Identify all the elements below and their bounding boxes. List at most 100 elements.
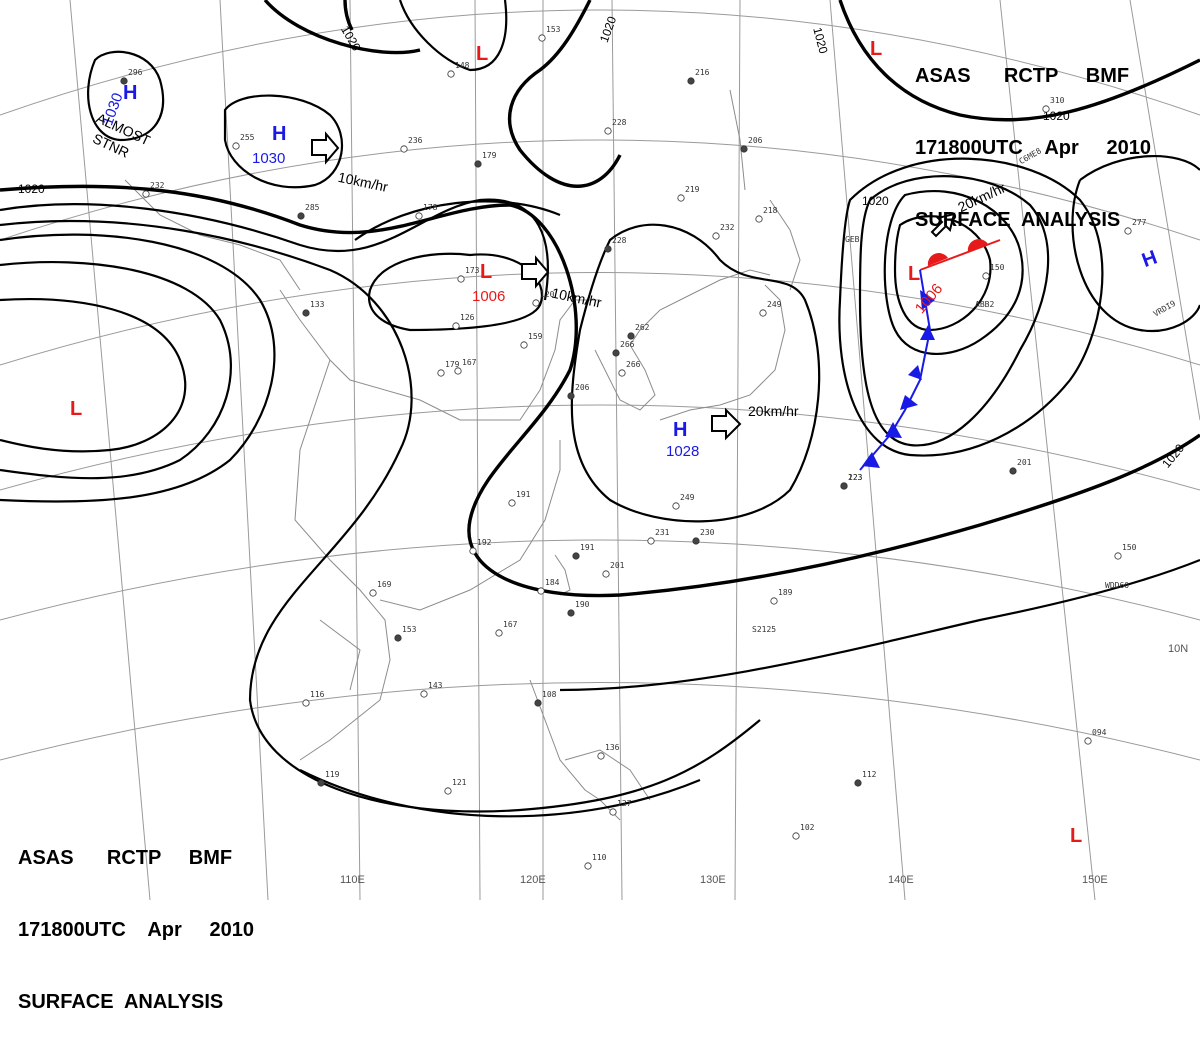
station-circle xyxy=(672,502,680,510)
station-pressure: 232 xyxy=(150,181,165,190)
station-circle xyxy=(1124,227,1132,235)
low-center-symbol: L xyxy=(908,263,920,285)
station-circle xyxy=(647,537,655,545)
latitude-label: 10N xyxy=(1168,643,1188,655)
station-plot: 206 xyxy=(740,136,763,153)
movement-label: 10km/hr xyxy=(550,285,603,311)
station-circle xyxy=(474,160,482,168)
station-circle xyxy=(444,787,452,795)
station-pressure: 127 xyxy=(617,799,632,808)
station-circle xyxy=(759,309,767,317)
station-pressure: 249 xyxy=(680,493,695,502)
station-plot: 153 xyxy=(394,625,417,642)
station-plot: 094 xyxy=(1084,728,1107,745)
station-plot: 178 xyxy=(415,203,438,220)
station-plot: 190 xyxy=(567,600,590,617)
station-circle xyxy=(712,232,720,240)
station-pressure: 116 xyxy=(310,690,325,699)
station-plot: 143 xyxy=(420,681,443,698)
station-pressure: 219 xyxy=(685,185,700,194)
station-pressure: 201 xyxy=(1017,458,1032,467)
station-plot: 218 xyxy=(755,206,778,223)
station-circle xyxy=(437,369,445,377)
station-plot: 201 xyxy=(602,561,625,578)
movement-arrows xyxy=(311,131,956,441)
station-plot: 121 xyxy=(444,778,467,795)
station-pressure: 159 xyxy=(528,332,543,341)
station-circle xyxy=(400,145,408,153)
longitude-label: 120E xyxy=(520,874,546,886)
station-plot: 189 xyxy=(770,588,793,605)
axis-labels: 110E 120E 130E 140E 150E 10N xyxy=(340,643,1188,886)
station-pressure: 119 xyxy=(325,770,340,779)
station-circle xyxy=(572,552,580,560)
station-circle xyxy=(520,341,528,349)
station-pressure: 108 xyxy=(542,690,557,699)
station-pressure: 169 xyxy=(377,580,392,589)
station-circle xyxy=(604,127,612,135)
station-plot: 266 xyxy=(618,360,641,377)
station-pressure: 094 xyxy=(1092,728,1107,737)
station-circle xyxy=(1009,467,1017,475)
station-plot: 133 xyxy=(302,300,325,317)
low-center-symbol: L xyxy=(70,398,82,420)
station-pressure: 231 xyxy=(655,528,670,537)
station-pressure: 310 xyxy=(1050,96,1065,105)
station-pressure: 266 xyxy=(620,340,635,349)
station-pressure: 167 xyxy=(503,620,518,629)
station-pressure: 148 xyxy=(455,61,470,70)
station-circle xyxy=(447,70,455,78)
movement-label: 20km/hr xyxy=(748,403,799,419)
station-circle xyxy=(755,215,763,223)
high-center-symbol: H xyxy=(673,419,687,441)
header-line1: ASAS RCTP BMF xyxy=(915,65,1130,87)
station-plot: 255 xyxy=(232,133,255,150)
warm-front-bump xyxy=(967,239,988,252)
station-plot: 167 xyxy=(454,358,477,375)
movement-arrow xyxy=(521,255,550,289)
station-pressure: 150 xyxy=(990,263,1005,272)
station-pressure: 266 xyxy=(626,360,641,369)
station-pressure: 153 xyxy=(402,625,417,634)
station-plot: 191 xyxy=(572,543,595,560)
station-pressure: 206 xyxy=(748,136,763,145)
station-pressure: 190 xyxy=(575,600,590,609)
station-pressure: 285 xyxy=(305,203,320,212)
station-pressure: 191 xyxy=(516,490,531,499)
station-circle xyxy=(454,367,462,375)
header-line1: ASAS RCTP BMF xyxy=(18,847,233,869)
movement-label: 10km/hr xyxy=(337,169,390,195)
cold-front-tri xyxy=(885,422,902,438)
station-plot: 112 xyxy=(854,770,877,787)
station-pressure: 232 xyxy=(720,223,735,232)
station-circle xyxy=(792,832,800,840)
ship-id: VRDI9 xyxy=(1152,299,1178,319)
cold-front-tri xyxy=(900,395,918,410)
station-circle xyxy=(232,142,240,150)
station-pressure: 112 xyxy=(862,770,877,779)
station-plot: 119 xyxy=(317,770,340,787)
station-plot: 249 xyxy=(672,493,695,510)
station-circle xyxy=(369,589,377,597)
station-circle xyxy=(457,275,465,283)
station-plot: 228 xyxy=(604,118,627,135)
station-pressure: 206 xyxy=(575,383,590,392)
low-center-symbol: L xyxy=(480,261,492,283)
station-pressure: 150 xyxy=(1122,543,1137,552)
station-plot: 184 xyxy=(537,578,560,595)
station-circle xyxy=(770,597,778,605)
fronts xyxy=(859,239,1001,471)
station-pressure: 126 xyxy=(460,313,475,322)
station-pressure: 228 xyxy=(612,118,627,127)
ship-id: WDD60 xyxy=(1105,581,1129,590)
station-plot: 110 xyxy=(584,853,607,870)
station-plot: 285 xyxy=(297,203,320,220)
station-plot: 169 xyxy=(369,580,392,597)
station-plot: 150 xyxy=(982,263,1005,280)
station-pressure: 121 xyxy=(452,778,467,787)
low-center-symbol: L xyxy=(1070,825,1082,847)
high-center-value: 1028 xyxy=(666,443,699,460)
station-plot: 201 xyxy=(1009,458,1032,475)
station-plot: 116 xyxy=(302,690,325,707)
station-plot: 179 xyxy=(474,151,497,168)
